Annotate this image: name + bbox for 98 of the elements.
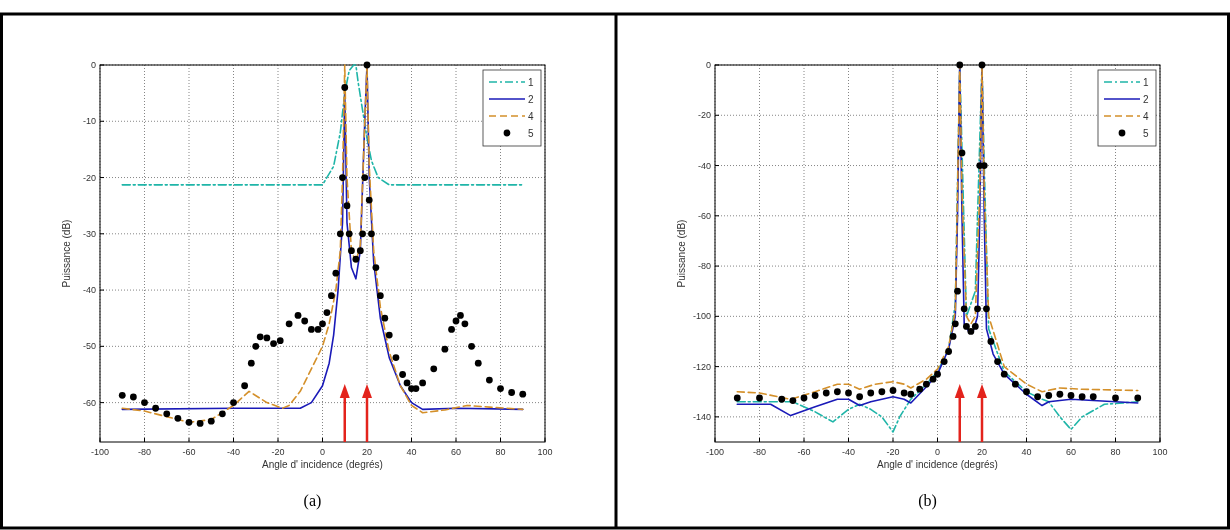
legend-label: 1 [1143, 77, 1149, 88]
x-tick-label: 20 [361, 447, 373, 457]
x-tick-label: -20 [886, 447, 900, 457]
point [974, 305, 981, 313]
point [833, 388, 841, 396]
point [994, 358, 1001, 365]
x-tick-label: -20 [271, 447, 285, 457]
point [789, 397, 797, 404]
point [1000, 370, 1008, 378]
point [878, 388, 886, 396]
x-tick-label: 100 [537, 447, 553, 457]
x-tick-label: -100 [705, 447, 725, 457]
x-tick-label: 100 [1152, 447, 1168, 457]
y-tick-label: -100 [692, 311, 711, 322]
y-tick-label: -50 [82, 341, 96, 352]
point [822, 389, 830, 397]
point [971, 322, 979, 330]
legend-label: 4 [1143, 111, 1149, 122]
y-tick-label: -40 [82, 285, 96, 296]
legend-label: 1 [528, 77, 534, 88]
x-tick-label: 80 [495, 447, 506, 457]
x-tick-label: -40 [226, 447, 241, 457]
y-tick-label: -20 [697, 110, 711, 121]
x-axis-title: Angle d' incidence (degrés) [262, 459, 383, 470]
point [963, 322, 970, 330]
point [1056, 390, 1064, 398]
y-axis-title: Puissance (dB) [61, 219, 72, 288]
point [778, 395, 786, 403]
x-tick-label: 80 [1110, 447, 1121, 457]
x-tick-label: -80 [752, 447, 767, 457]
point [800, 394, 808, 402]
point [922, 380, 930, 388]
x-tick-label: -60 [797, 447, 811, 457]
point [1134, 394, 1142, 402]
y-axis-title: Puissance (dB) [676, 219, 687, 288]
x-tick-label: -60 [182, 447, 196, 457]
text: (a) [303, 492, 322, 510]
point [949, 333, 957, 340]
point [900, 389, 908, 397]
x-tick-label: 0 [319, 447, 326, 457]
legend-label: 4 [528, 111, 534, 122]
x-tick-label: -40 [841, 447, 856, 457]
point [889, 387, 897, 394]
point [1045, 392, 1053, 399]
legend-label: 5 [528, 128, 534, 139]
x-tick-label: 60 [1065, 447, 1077, 457]
y-tick-label: -10 [82, 116, 96, 127]
point [983, 305, 990, 313]
x-tick-label: -100 [90, 447, 110, 457]
point [1011, 380, 1019, 388]
x-tick-label: -80 [137, 447, 152, 457]
x-tick-label: 20 [976, 447, 988, 457]
text: (b) [918, 492, 937, 510]
point [934, 370, 941, 378]
y-tick-label: -80 [697, 261, 711, 272]
point [1078, 393, 1086, 401]
y-tick-label: -40 [697, 160, 711, 171]
point [1112, 394, 1119, 402]
y-tick-label: 0 [90, 60, 96, 70]
point [733, 394, 741, 402]
x-tick-label: 0 [934, 447, 941, 457]
x-tick-label: 40 [406, 447, 417, 457]
y-tick-label: -20 [82, 172, 96, 183]
point [1023, 388, 1030, 396]
legend-label: 2 [528, 94, 534, 105]
x-tick-label: 40 [1021, 447, 1032, 457]
point [967, 328, 975, 335]
point [940, 358, 948, 365]
point [929, 375, 937, 383]
y-tick-label: -30 [82, 228, 96, 239]
point [916, 385, 924, 393]
legend-label: 2 [1143, 94, 1149, 105]
point [756, 394, 763, 402]
y-tick-label: 0 [705, 60, 711, 70]
point [907, 390, 915, 398]
y-tick-label: -120 [692, 361, 711, 372]
point [811, 392, 819, 399]
point [845, 389, 852, 397]
point [856, 393, 864, 401]
point [960, 305, 968, 313]
point [1067, 392, 1075, 399]
point [867, 389, 875, 397]
point [978, 61, 986, 69]
y-tick-label: -140 [692, 411, 711, 422]
point [1089, 393, 1097, 401]
y-tick-label: -60 [697, 210, 711, 221]
legend-label: 5 [1143, 128, 1149, 139]
y-tick-label: -60 [82, 397, 96, 408]
point [954, 287, 961, 295]
point [951, 320, 959, 328]
point [945, 348, 953, 355]
point [1034, 393, 1042, 401]
x-axis-title: Angle d' incidence (degrés) [877, 459, 998, 470]
point [956, 61, 964, 69]
x-tick-label: 60 [450, 447, 462, 457]
point [958, 149, 966, 157]
line-series [121, 64, 524, 186]
point [987, 338, 995, 345]
